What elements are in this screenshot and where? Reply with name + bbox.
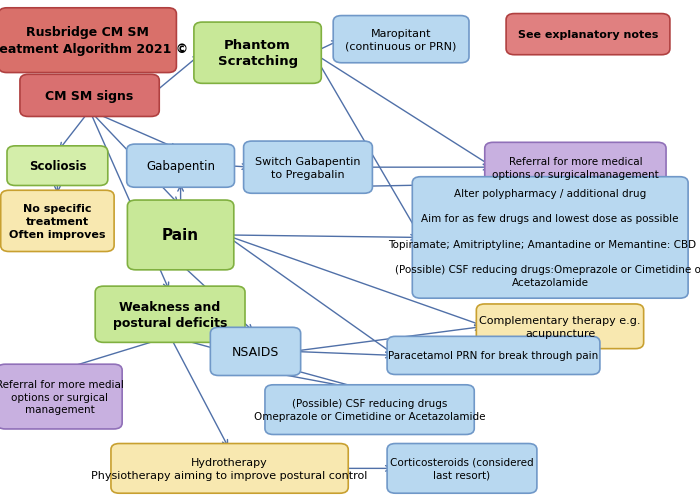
Text: Scoliosis: Scoliosis [29,160,86,173]
Text: Rusbridge CM SM
Treatment Algorithm 2021 ©: Rusbridge CM SM Treatment Algorithm 2021… [0,27,188,56]
Text: Pain: Pain [162,228,200,243]
FancyBboxPatch shape [127,200,234,270]
Text: (Possible) CSF reducing drugs
Omeprazole or Cimetidine or Acetazolamide: (Possible) CSF reducing drugs Omeprazole… [254,398,485,421]
Text: NSAIDS: NSAIDS [232,345,279,358]
FancyBboxPatch shape [476,304,644,349]
Text: Complementary therapy e.g.
acupuncture: Complementary therapy e.g. acupuncture [480,315,640,338]
FancyBboxPatch shape [333,17,469,64]
FancyBboxPatch shape [0,9,176,73]
FancyBboxPatch shape [412,177,688,299]
FancyBboxPatch shape [111,444,349,493]
Text: Alter polypharmacy / additional drug

Aim for as few drugs and lowest dose as po: Alter polypharmacy / additional drug Aim… [389,188,700,288]
FancyBboxPatch shape [127,145,234,188]
Text: Referral for more medical
options or surgicalmanagement: Referral for more medical options or sur… [492,156,659,179]
FancyBboxPatch shape [1,191,114,252]
FancyBboxPatch shape [484,143,666,192]
Text: CM SM signs: CM SM signs [46,90,134,103]
Text: Hydrotherapy
Physiotherapy aiming to improve postural control: Hydrotherapy Physiotherapy aiming to imp… [92,457,368,480]
FancyBboxPatch shape [244,142,372,194]
Text: Gabapentin: Gabapentin [146,160,215,173]
FancyBboxPatch shape [265,385,475,434]
Text: No specific
treatment
Often improves: No specific treatment Often improves [9,204,106,239]
Text: Corticosteroids (considered
last resort): Corticosteroids (considered last resort) [390,457,534,480]
FancyBboxPatch shape [95,287,245,343]
Text: Switch Gabapentin
to Pregabalin: Switch Gabapentin to Pregabalin [256,156,360,179]
Text: Maropitant
(continuous or PRN): Maropitant (continuous or PRN) [345,29,457,52]
FancyBboxPatch shape [20,75,160,117]
FancyBboxPatch shape [0,365,122,429]
Text: Weakness and
postural deficits: Weakness and postural deficits [113,300,228,329]
Text: See explanatory notes: See explanatory notes [518,30,658,40]
Text: Referral for more medial
options or surgical
management: Referral for more medial options or surg… [0,379,123,414]
Text: Phantom
Scratching: Phantom Scratching [218,39,298,68]
FancyBboxPatch shape [387,444,537,493]
FancyBboxPatch shape [387,337,600,375]
FancyBboxPatch shape [210,328,301,376]
FancyBboxPatch shape [194,23,321,84]
FancyBboxPatch shape [7,146,108,186]
FancyBboxPatch shape [506,15,670,56]
Text: Paracetamol PRN for break through pain: Paracetamol PRN for break through pain [389,351,598,361]
